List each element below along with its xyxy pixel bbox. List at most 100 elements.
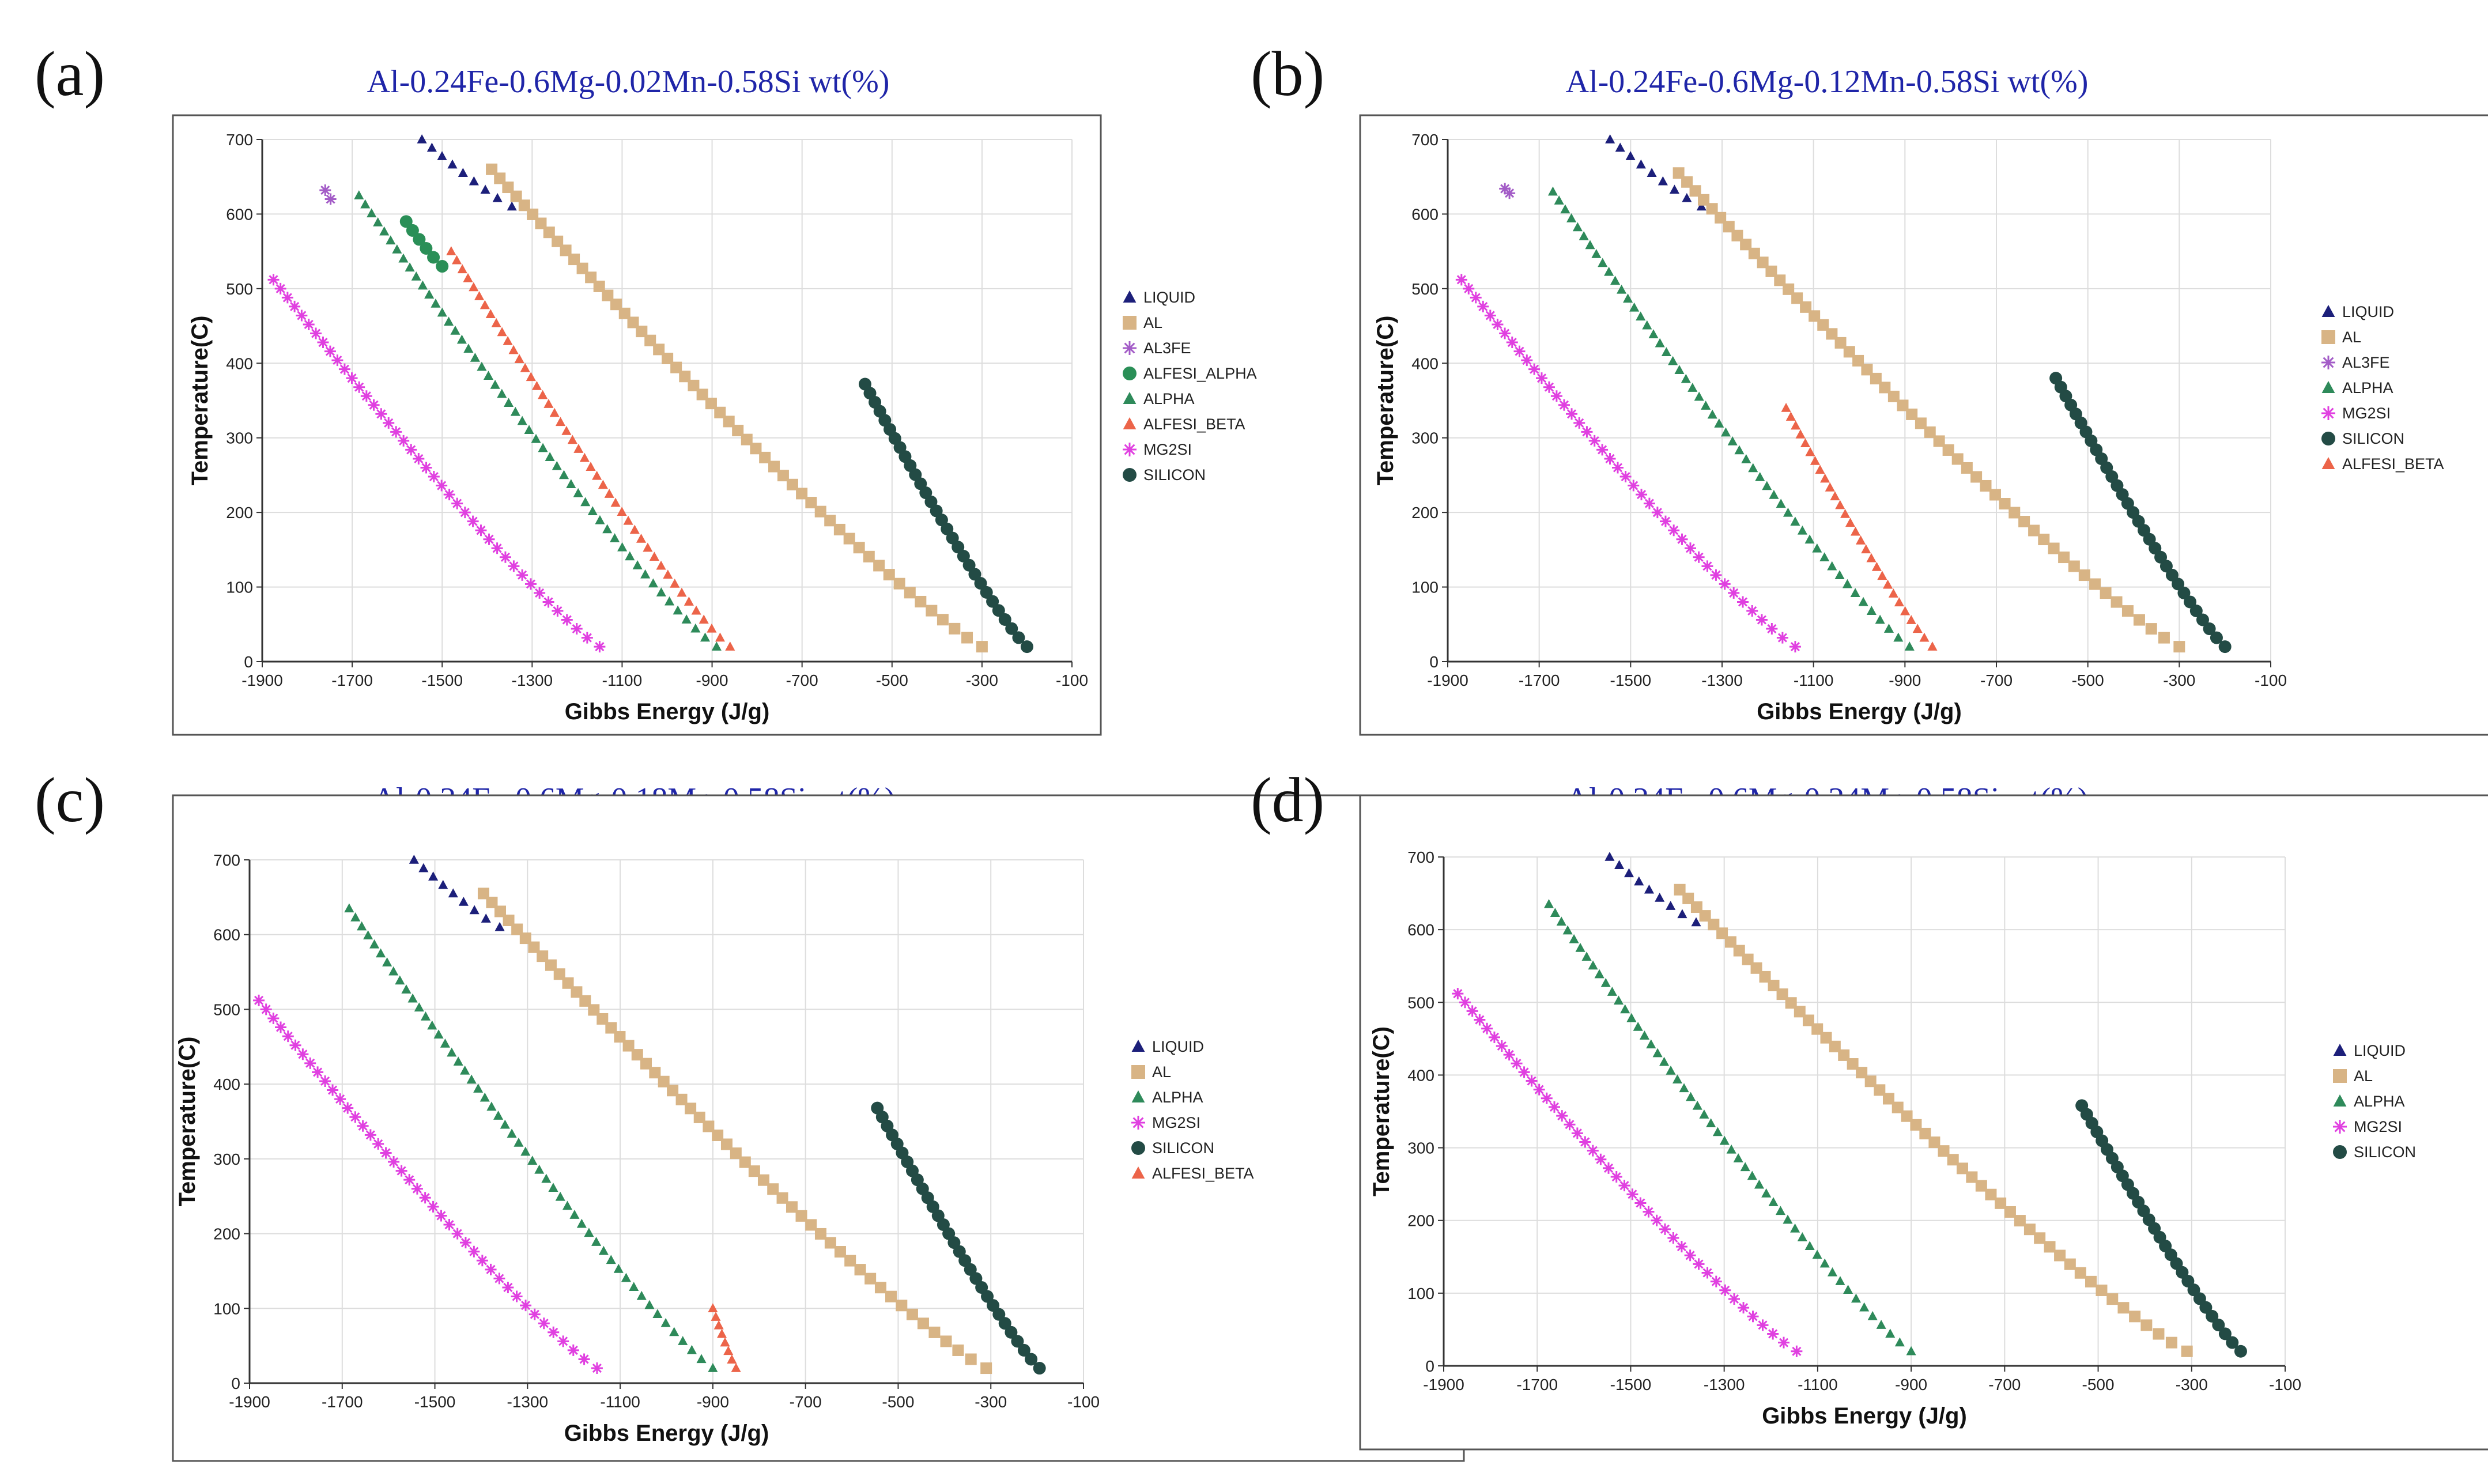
chart-title: Al-0.24Fe-0.6Mg-0.12Mn-0.58Si wt(%): [1566, 64, 2089, 100]
data-point: [503, 914, 515, 926]
y-tick-label: 600: [213, 926, 240, 944]
data-point: [2203, 622, 2216, 636]
data-point: [1746, 605, 1758, 617]
data-point: [1628, 479, 1640, 492]
data-point: [2096, 1284, 2108, 1296]
data-point: [759, 451, 771, 463]
y-tick-label: 700: [213, 851, 240, 869]
data-point: [477, 361, 487, 371]
data-point: [602, 524, 613, 534]
data-point: [1938, 1145, 1950, 1157]
data-point: [1835, 500, 1845, 509]
data-point: [998, 613, 1011, 626]
legend-entry: ALPHA: [1152, 1089, 1203, 1106]
data-point: [494, 905, 506, 917]
y-tick-label: 100: [226, 579, 253, 596]
data-point: [1856, 535, 1866, 545]
data-point: [2226, 1336, 2239, 1349]
data-point: [1543, 898, 1554, 908]
data-point: [604, 489, 614, 498]
data-point: [503, 336, 513, 345]
data-point: [1610, 275, 1621, 285]
data-point: [987, 1299, 1000, 1312]
data-point: [1005, 1326, 1018, 1339]
data-point: [776, 1192, 788, 1204]
data-point: [690, 623, 701, 633]
data-point: [1706, 1118, 1716, 1128]
data-point: [1885, 1328, 1896, 1338]
data-point: [1906, 1346, 1916, 1355]
data-point: [1834, 570, 1845, 580]
data-point: [426, 142, 437, 152]
data-point: [2064, 1258, 2076, 1270]
data-point: [1769, 489, 1779, 499]
data-point: [613, 1263, 624, 1273]
data-point: [2129, 1311, 2141, 1323]
data-point: [1797, 525, 1807, 535]
series-alfesi_alpha: [399, 215, 449, 273]
data-point: [1710, 1275, 1722, 1287]
data-point: [1870, 372, 1882, 384]
data-point: [573, 444, 584, 453]
data-point: [1548, 1101, 1560, 1113]
x-tick-label: -1700: [322, 1393, 363, 1411]
y-tick-label: 400: [213, 1075, 240, 1093]
data-point: [725, 641, 735, 651]
data-point: [260, 1003, 272, 1015]
data-point: [777, 470, 789, 482]
data-point: [569, 1210, 580, 1219]
data-point: [652, 1309, 663, 1318]
data-point: [1676, 533, 1688, 545]
legend-entry: ALPHA: [1143, 390, 1195, 407]
data-point: [2177, 586, 2191, 599]
data-point: [1675, 1241, 1687, 1253]
data-point: [834, 1246, 846, 1258]
data-point: [1970, 471, 1983, 483]
data-point: [1617, 284, 1627, 294]
data-point: [443, 489, 455, 501]
data-point: [567, 1344, 579, 1356]
data-point: [1825, 482, 1835, 492]
data-point: [1851, 1293, 1862, 1303]
data-point: [622, 1040, 635, 1052]
data-point: [406, 224, 419, 237]
data-point: [1506, 337, 1518, 349]
series-silicon: [871, 1101, 1046, 1375]
data-point: [1613, 995, 1624, 1005]
data-point: [1804, 534, 1815, 544]
data-point: [2044, 1241, 2056, 1253]
data-point: [893, 577, 905, 590]
series-alfesi_beta: [446, 246, 735, 651]
x-tick-label: -1900: [229, 1393, 270, 1411]
data-point: [1777, 1336, 1789, 1349]
data-point: [2018, 516, 2030, 528]
data-point: [594, 641, 606, 653]
data-point: [553, 968, 565, 980]
data-point: [560, 244, 572, 256]
data-point: [538, 443, 548, 452]
data-point: [986, 595, 999, 608]
data-point: [342, 1102, 354, 1114]
data-point: [1526, 1075, 1538, 1087]
y-tick-label: 500: [213, 1000, 240, 1018]
data-point: [643, 542, 653, 552]
x-tick-label: -100: [1056, 671, 1088, 689]
data-point: [2158, 632, 2170, 644]
data-point: [1668, 524, 1680, 537]
legend-marker: [1131, 1065, 1145, 1079]
data-point: [696, 1354, 707, 1364]
y-tick-label: 200: [213, 1225, 240, 1243]
data-point: [1556, 916, 1566, 926]
data-point: [1513, 345, 1526, 357]
data-point: [1595, 1153, 1607, 1165]
data-point: [453, 1056, 463, 1066]
data-point: [1750, 962, 1762, 974]
data-point: [500, 1119, 510, 1129]
data-point: [392, 244, 402, 254]
data-point: [499, 551, 511, 563]
panel-label: (a): [35, 39, 105, 109]
data-point: [561, 425, 572, 435]
data-point: [1864, 1075, 1877, 1087]
data-point: [1661, 347, 1671, 357]
data-point: [679, 371, 691, 383]
